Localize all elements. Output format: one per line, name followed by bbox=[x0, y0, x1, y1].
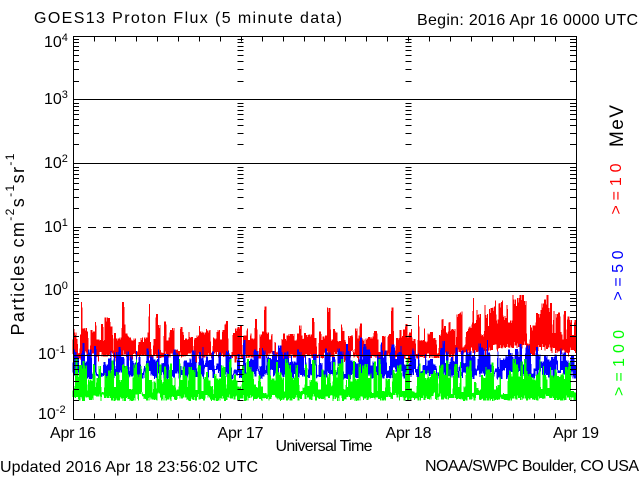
svg-text:Updated 2016 Apr 18 23:56:02 U: Updated 2016 Apr 18 23:56:02 UTC bbox=[0, 459, 258, 476]
svg-text:Universal Time: Universal Time bbox=[276, 438, 373, 455]
svg-text:Apr 17: Apr 17 bbox=[218, 425, 264, 442]
svg-text:MeV: MeV bbox=[607, 105, 628, 147]
svg-text:Begin: 2016 Apr 16 0000 UTC: Begin: 2016 Apr 16 0000 UTC bbox=[417, 12, 638, 29]
svg-text:Particles cm-2s-1sr-1: Particles cm-2s-1sr-1 bbox=[3, 153, 28, 335]
svg-text:Apr 16: Apr 16 bbox=[50, 425, 96, 442]
svg-text:NOAA/SWPC Boulder, CO USA: NOAA/SWPC Boulder, CO USA bbox=[425, 458, 639, 475]
svg-text:GOES13 Proton Flux (5 minute d: GOES13 Proton Flux (5 minute data) bbox=[34, 10, 342, 27]
svg-text:Apr 18: Apr 18 bbox=[386, 425, 432, 442]
svg-text:Apr 19: Apr 19 bbox=[553, 425, 599, 442]
svg-text:>=100: >=100 bbox=[611, 330, 628, 396]
